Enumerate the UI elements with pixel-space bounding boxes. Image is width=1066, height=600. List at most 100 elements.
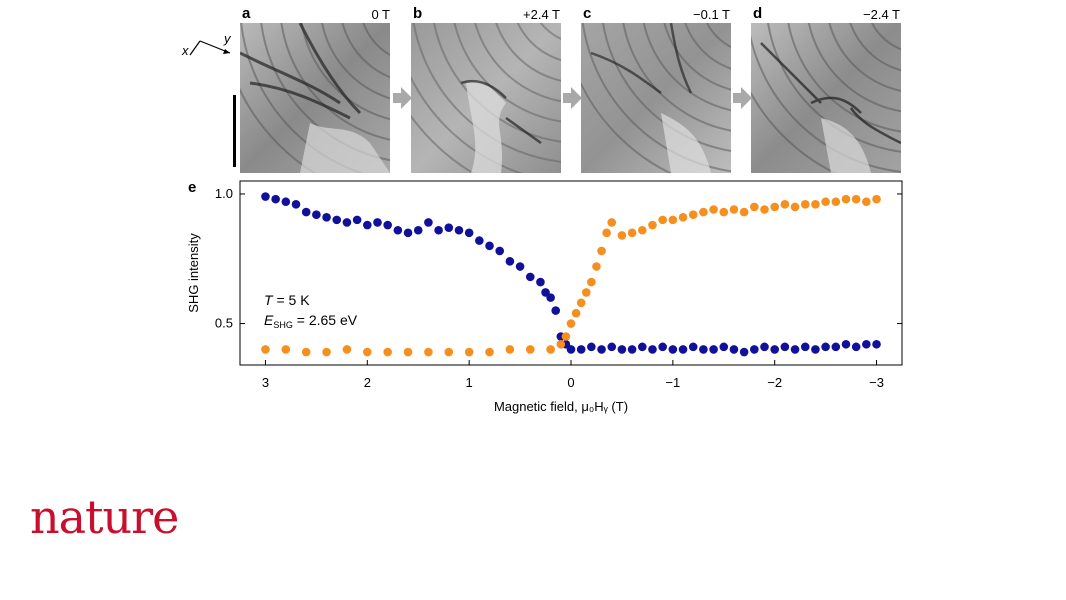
panel-e-label: e <box>188 179 196 196</box>
panel-c-field: −0.1 T <box>693 7 730 22</box>
orange-data-point <box>617 231 627 240</box>
blue-data-point <box>576 345 586 354</box>
panel-b-label: b <box>413 5 423 22</box>
panel-a-field: 0 T <box>371 7 390 22</box>
orange-data-point <box>719 207 729 217</box>
orange-data-point <box>597 246 606 256</box>
blue-data-point <box>800 342 810 352</box>
panel-d-field: −2.4 T <box>863 7 900 22</box>
blue-data-point <box>413 225 423 235</box>
blue-data-point <box>678 345 688 354</box>
orange-data-point <box>363 347 372 357</box>
blue-data-point <box>373 218 382 227</box>
blue-data-point <box>729 345 739 354</box>
orange-data-point <box>760 205 769 214</box>
orange-data-point <box>464 347 474 357</box>
blue-data-point <box>393 225 403 235</box>
blue-data-point <box>312 210 321 219</box>
blue-data-point <box>719 342 729 352</box>
panel-a-label: a <box>242 5 251 22</box>
arrow-right-icon <box>733 87 752 109</box>
orange-data-point <box>831 197 841 207</box>
x-tick-label: −2 <box>767 375 782 390</box>
blue-data-point <box>821 342 830 352</box>
scale-bar <box>233 95 236 167</box>
nature-logo: nature <box>30 490 179 544</box>
blue-data-point <box>760 342 769 352</box>
blue-data-point <box>454 225 464 235</box>
orange-data-point <box>505 345 515 354</box>
blue-data-point <box>271 194 280 204</box>
blue-data-point <box>352 215 362 225</box>
orange-data-point <box>281 345 291 354</box>
orange-data-point <box>800 200 810 209</box>
blue-data-point <box>322 212 331 222</box>
orange-data-point <box>688 210 698 219</box>
micrograph-c <box>581 23 731 173</box>
panel-d-label: d <box>753 5 763 22</box>
orange-data-point <box>678 212 688 222</box>
orange-data-point <box>790 202 800 212</box>
orange-data-point <box>668 215 678 225</box>
blue-data-point <box>648 345 657 354</box>
orange-data-point <box>587 277 596 287</box>
axes-arrows-icon <box>189 40 231 56</box>
blue-data-point <box>597 345 606 354</box>
blue-data-point <box>688 342 698 352</box>
orange-data-point <box>862 197 871 207</box>
x-tick-label: 1 <box>466 375 473 390</box>
orange-data-point <box>699 207 708 217</box>
blue-data-point <box>434 225 443 235</box>
blue-data-point <box>637 342 647 352</box>
panel-b-field: +2.4 T <box>523 7 560 22</box>
micrograph-a-image <box>240 23 390 173</box>
blue-data-point <box>301 207 311 217</box>
blue-data-point <box>505 257 515 266</box>
micrograph-b-image <box>411 23 561 173</box>
blue-data-point <box>627 345 637 354</box>
orange-data-point <box>811 200 820 209</box>
blue-data-point <box>515 262 525 271</box>
blue-data-point <box>658 342 667 352</box>
blue-data-point <box>699 345 708 354</box>
blue-data-point <box>862 339 871 349</box>
orange-data-point <box>821 197 830 207</box>
orange-data-point <box>637 225 647 235</box>
blue-data-point <box>281 197 291 207</box>
blue-data-point <box>261 192 270 201</box>
orange-data-point <box>322 347 331 357</box>
blue-data-point <box>424 218 433 227</box>
blue-data-point <box>332 215 342 225</box>
x-tick-label: 0 <box>567 375 574 390</box>
x-tick-label: −3 <box>869 375 884 390</box>
orange-data-point <box>592 262 601 271</box>
orange-data-point <box>648 220 657 230</box>
orange-data-point <box>729 205 739 214</box>
orange-data-point <box>525 345 535 354</box>
blue-data-point <box>551 306 561 315</box>
blue-data-point <box>790 345 800 354</box>
plot-frame <box>239 180 903 366</box>
orange-data-point <box>342 345 352 354</box>
micrograph-b <box>411 23 561 173</box>
blue-data-point <box>851 342 861 352</box>
blue-data-point <box>363 220 372 230</box>
panel-c-label: c <box>583 5 592 22</box>
orange-data-point <box>571 308 581 318</box>
blue-data-point <box>811 345 820 354</box>
axis-x-label: x <box>182 43 189 58</box>
orange-data-point <box>658 215 667 225</box>
y-tick-label: 1.0 <box>215 186 233 201</box>
orange-data-point <box>444 347 454 357</box>
shg-intensity-chart: e 3 2 1 0 −1 −2 −3 0.5 1.0 Magnetic field, μ₀Hᵧ (T… <box>186 179 903 414</box>
orange-data-point <box>566 319 576 328</box>
orange-data-point <box>576 298 586 308</box>
x-tick-label: −1 <box>665 375 680 390</box>
blue-data-point <box>831 342 841 352</box>
orange-data-point <box>261 345 270 354</box>
orange-data-point <box>851 194 861 204</box>
blue-data-point <box>495 246 505 256</box>
axis-y-label: y <box>224 31 231 46</box>
y-axis-label: SHG intensity <box>186 233 201 313</box>
orange-data-point <box>301 347 311 357</box>
